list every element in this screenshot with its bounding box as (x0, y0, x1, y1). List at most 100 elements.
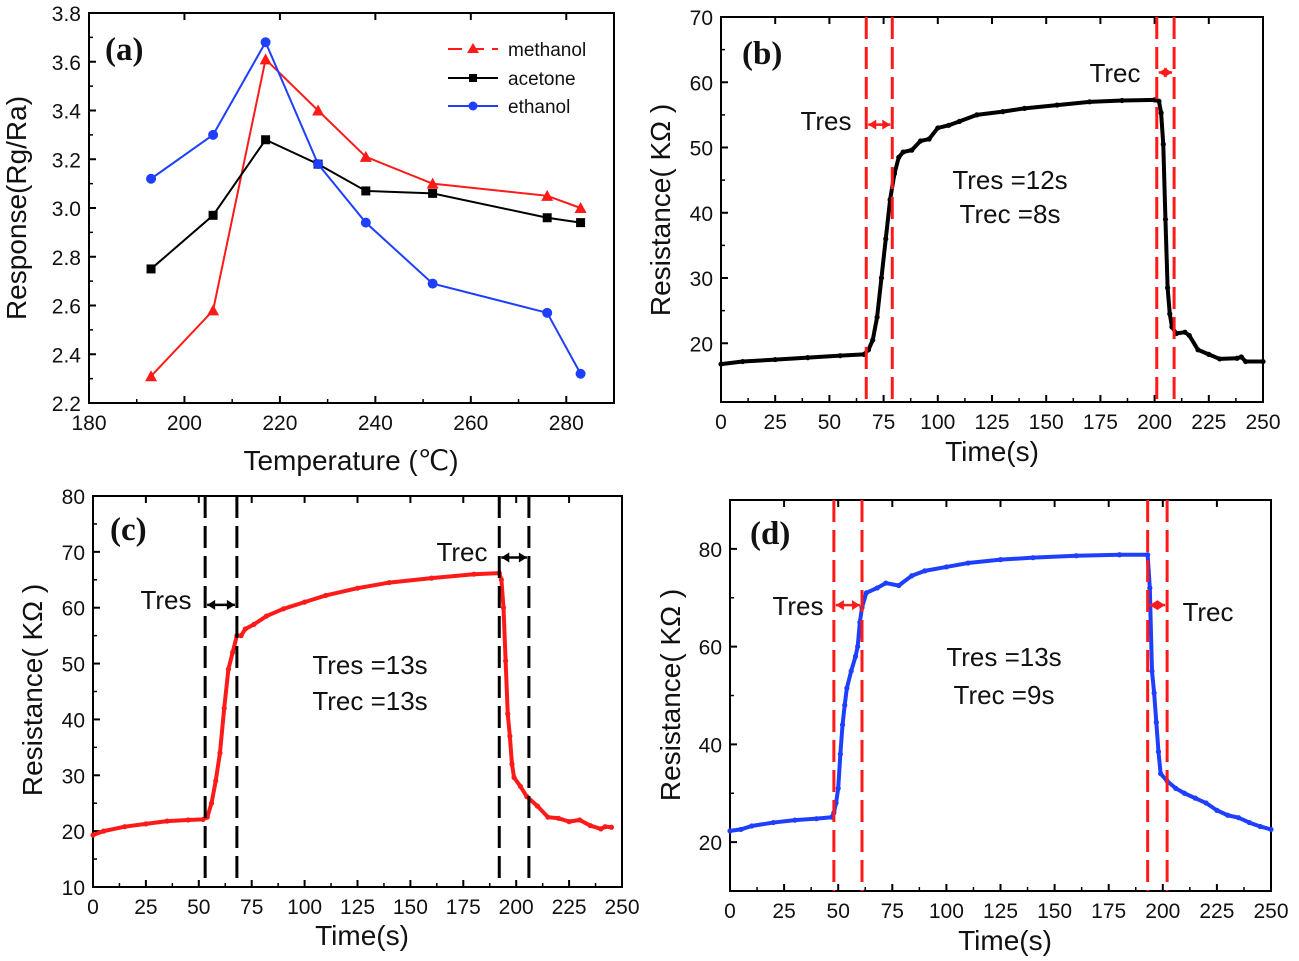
data-point-methanol (574, 202, 587, 213)
data-point (917, 138, 924, 144)
data-point (1162, 216, 1169, 222)
x-tick-label: 50 (818, 411, 841, 434)
data-point (1160, 141, 1166, 147)
panel-a-response-vs-temperature: 180 200 220 240 260 280 2.2 2.4 2.6 2.8 3.0 3.2 3.4 3… (1, 3, 615, 476)
data-point-acetone (146, 264, 156, 274)
x-tick-label: 100 (920, 411, 955, 434)
y-tick-label: 80 (699, 539, 722, 562)
data-point-acetone (542, 213, 552, 223)
data-point (842, 702, 848, 708)
data-point (1173, 785, 1179, 791)
x-tick-label: 220 (262, 412, 297, 435)
data-point-ethanol (427, 278, 438, 289)
x-tick-label: 50 (827, 900, 850, 923)
x-tick-label: 250 (1253, 900, 1288, 923)
y-tick-label: 3.2 (52, 149, 81, 172)
data-point (511, 774, 517, 781)
data-point (164, 818, 170, 824)
data-point-ethanol (575, 368, 586, 379)
data-point (883, 580, 889, 586)
data-point (498, 577, 504, 583)
y-tick-label: 60 (62, 598, 85, 621)
data-point-ethanol (313, 159, 324, 170)
y-tick-label: 2.6 (52, 296, 81, 319)
data-point (1151, 690, 1157, 696)
data-point (1181, 790, 1188, 796)
x-axis-title: Time(s) (945, 436, 1039, 467)
data-point (213, 778, 219, 784)
arrowhead-right-icon (1157, 600, 1166, 611)
y-axis-title: Response(Rg/Ra) (1, 96, 32, 320)
data-point (263, 613, 270, 619)
data-point-ethanol (146, 173, 157, 184)
data-point (1155, 749, 1162, 755)
series-line-methanol (150, 57, 581, 377)
panel-d-resistance-vs-time: 0 25 50 75 100 125 150 175 200 225 250 20 40 60 80 (d)… (655, 499, 1289, 956)
data-point (251, 621, 257, 628)
data-point (577, 817, 583, 823)
data-point (230, 649, 236, 656)
data-point (507, 733, 513, 739)
y-tick-label: 20 (62, 821, 85, 844)
data-point (386, 579, 392, 586)
annotation-tres: Tres =12s (952, 165, 1067, 195)
x-axis-title: Temperature (℃) (243, 445, 458, 476)
plot-area: 0 25 50 75 100 125 150 175 200 225 250 20 40 60 80 (699, 499, 1289, 923)
data-point (813, 816, 820, 822)
x-tick-label: 125 (983, 900, 1018, 923)
y-tick-label: 30 (62, 765, 85, 788)
y-tick-label: 30 (690, 268, 713, 291)
data-point-methanol (426, 177, 439, 189)
arrowhead-right-icon (882, 119, 891, 130)
data-point (534, 803, 540, 809)
data-point (208, 800, 215, 806)
data-point (926, 136, 932, 142)
data-point (1147, 585, 1153, 591)
data-point (217, 750, 223, 756)
triangle-marker-icon (467, 43, 479, 53)
data-point (883, 236, 889, 242)
data-point (835, 785, 841, 791)
y-tick-label: 50 (690, 138, 713, 161)
data-point-methanol (259, 53, 272, 65)
annotation-tres: Tres =13s (946, 642, 1061, 672)
x-tick-label: 225 (1191, 411, 1226, 434)
data-point (545, 814, 551, 820)
data-point (500, 605, 507, 611)
x-tick-label: 100 (287, 896, 322, 919)
panel-b-resistance-vs-time: 0 25 50 75 100 125 150 175 200 225 250 20 30 40 50 60 70… (645, 7, 1281, 467)
data-point (839, 722, 846, 728)
data-point-methanol (145, 370, 158, 382)
legend-label: methanol (508, 40, 586, 61)
data-point-ethanol (542, 307, 553, 318)
data-point-acetone (428, 188, 438, 198)
x-tick-label: 25 (134, 896, 157, 919)
data-point (770, 819, 776, 826)
data-point (1158, 771, 1164, 777)
arrowhead-left-icon (207, 599, 216, 610)
data-point (1257, 823, 1263, 830)
data-point (997, 557, 1004, 563)
data-point (1182, 329, 1188, 335)
y-axis-title: Resistance( KΩ ) (17, 584, 48, 796)
y-tick-label: 2.4 (52, 344, 82, 367)
data-point (1234, 355, 1240, 361)
x-tick-label: 75 (240, 896, 263, 919)
legend: methanol acetone ethanol (448, 40, 586, 118)
data-point (896, 154, 902, 160)
square-marker-icon (469, 74, 477, 82)
data-point-acetone (208, 210, 218, 220)
data-point (1086, 99, 1093, 105)
x-tick-label: 260 (453, 412, 488, 435)
y-tick-label: 80 (62, 486, 85, 509)
data-point-ethanol (208, 129, 219, 140)
data-point-acetone (361, 186, 371, 196)
data-point (837, 353, 843, 359)
data-point (1167, 311, 1173, 317)
data-point (323, 592, 329, 599)
y-tick-label: 3.4 (52, 101, 82, 124)
arrowhead-left-icon (868, 119, 877, 130)
x-tick-label: 25 (764, 411, 787, 434)
data-point (792, 817, 798, 823)
data-point (922, 568, 928, 574)
